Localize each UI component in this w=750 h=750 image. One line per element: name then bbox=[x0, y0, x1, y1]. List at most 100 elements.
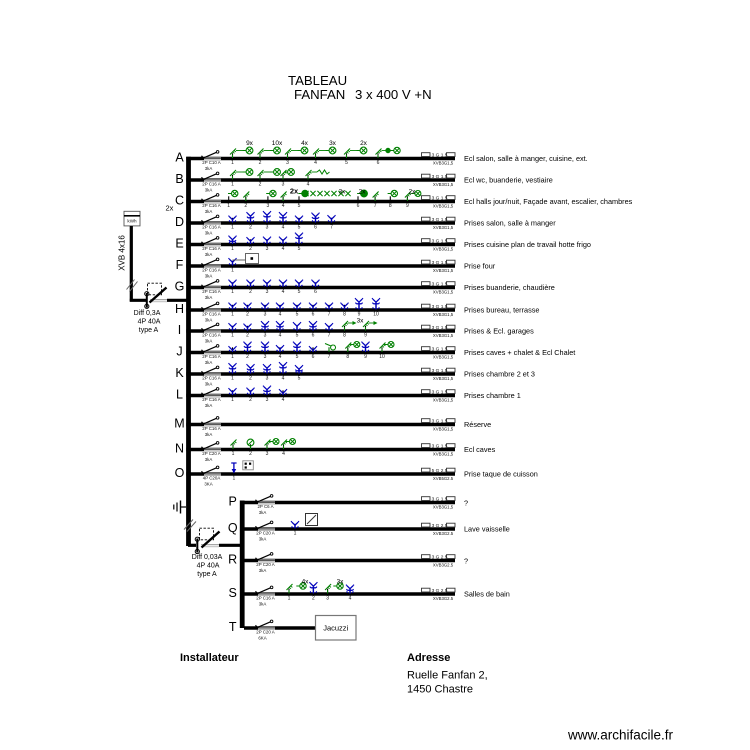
svg-text:3 G 2,5: 3 G 2,5 bbox=[432, 588, 448, 594]
svg-text:D: D bbox=[175, 215, 184, 229]
svg-text:3 G 1,5: 3 G 1,5 bbox=[432, 444, 448, 450]
svg-text:Jacuzzi: Jacuzzi bbox=[323, 624, 348, 633]
svg-text:XVB3G1,5: XVB3G1,5 bbox=[433, 182, 454, 187]
svg-text:3 G 2,5: 3 G 2,5 bbox=[432, 555, 448, 561]
svg-text:3x: 3x bbox=[337, 579, 345, 586]
svg-text:Réserve: Réserve bbox=[464, 420, 491, 429]
svg-text:2P C16 A: 2P C16 A bbox=[202, 224, 221, 229]
svg-text:3kA: 3kA bbox=[205, 360, 213, 365]
svg-text:2x: 2x bbox=[359, 189, 367, 196]
svg-text:Installateur: Installateur bbox=[180, 652, 239, 664]
svg-text:Prises & Ecl. garages: Prises & Ecl. garages bbox=[464, 327, 534, 336]
svg-text:I: I bbox=[178, 323, 181, 337]
svg-text:3x: 3x bbox=[339, 189, 347, 196]
svg-text:XVB3G2.5: XVB3G2.5 bbox=[433, 531, 454, 536]
svg-text:Ruelle Fanfan 2,: Ruelle Fanfan 2, bbox=[407, 670, 488, 682]
svg-text:XVB3G1,5: XVB3G1,5 bbox=[433, 376, 454, 381]
svg-text:3kA: 3kA bbox=[205, 188, 213, 193]
svg-text:3kA: 3kA bbox=[205, 318, 213, 323]
svg-text:2x: 2x bbox=[166, 203, 174, 212]
svg-text:www.archifacile.fr: www.archifacile.fr bbox=[567, 728, 674, 743]
svg-text:3kA: 3kA bbox=[259, 510, 267, 515]
svg-text:6KA: 6KA bbox=[258, 636, 266, 641]
svg-text:3kA: 3kA bbox=[205, 209, 213, 214]
svg-text:3 x 400 V +N: 3 x 400 V +N bbox=[355, 87, 432, 102]
svg-text:3kA: 3kA bbox=[205, 274, 213, 279]
svg-text:2x: 2x bbox=[409, 189, 417, 196]
svg-text:3KA: 3KA bbox=[204, 482, 212, 487]
svg-text:3kA: 3kA bbox=[205, 382, 213, 387]
svg-text:3kA: 3kA bbox=[205, 403, 213, 408]
svg-text:?: ? bbox=[464, 499, 468, 508]
svg-text:3kA: 3kA bbox=[205, 231, 213, 236]
svg-text:3 G 1,5: 3 G 1,5 bbox=[432, 174, 448, 180]
svg-text:2P C16 A: 2P C16 A bbox=[202, 375, 221, 380]
svg-text:3 G 1,5: 3 G 1,5 bbox=[432, 419, 448, 425]
svg-text:G: G bbox=[175, 280, 185, 294]
svg-text:2P C16 A: 2P C16 A bbox=[202, 426, 221, 431]
svg-text:Prises cuisine plan de travail: Prises cuisine plan de travail hotte fri… bbox=[464, 240, 591, 249]
svg-text:2P C16 A: 2P C16 A bbox=[202, 203, 221, 208]
svg-text:XVB3G1,5: XVB3G1,5 bbox=[433, 398, 454, 403]
svg-text:2P C6 A: 2P C6 A bbox=[257, 504, 273, 509]
svg-text:3 G 1,5: 3 G 1,5 bbox=[432, 217, 448, 223]
svg-text:XVB3G1,5: XVB3G1,5 bbox=[433, 290, 454, 295]
svg-text:3 G 1,5: 3 G 1,5 bbox=[432, 239, 448, 245]
svg-text:Prises salon, salle à manger: Prises salon, salle à manger bbox=[464, 219, 556, 228]
svg-text:3x: 3x bbox=[329, 140, 337, 147]
svg-text:3kA: 3kA bbox=[205, 295, 213, 300]
svg-text:XVB3G2.5: XVB3G2.5 bbox=[433, 596, 454, 601]
svg-text:3kA: 3kA bbox=[259, 537, 267, 542]
svg-text:Prises caves + chalet & Ecl Ch: Prises caves + chalet & Ecl Chalet bbox=[464, 348, 575, 357]
svg-text:3 G 1,5: 3 G 1,5 bbox=[432, 390, 448, 396]
svg-text:E: E bbox=[175, 237, 183, 251]
svg-text:XVB3G1,5: XVB3G1,5 bbox=[433, 312, 454, 317]
svg-text:K: K bbox=[175, 366, 184, 380]
svg-text:O: O bbox=[175, 466, 185, 480]
svg-text:XVB3G1,5: XVB3G1,5 bbox=[433, 427, 454, 432]
svg-text:Prises chambre 1: Prises chambre 1 bbox=[464, 391, 521, 400]
svg-text:Prise taque de cuisson: Prise taque de cuisson bbox=[464, 470, 538, 479]
svg-text:J: J bbox=[176, 345, 182, 359]
svg-text:4x: 4x bbox=[302, 579, 310, 586]
svg-text:N: N bbox=[175, 442, 184, 456]
svg-text:2P C16 A: 2P C16 A bbox=[202, 181, 221, 186]
svg-text:XVB3G1,5: XVB3G1,5 bbox=[433, 247, 454, 252]
svg-text:3kA: 3kA bbox=[205, 432, 213, 437]
svg-text:3 G 1,5: 3 G 1,5 bbox=[432, 325, 448, 331]
svg-text:10x: 10x bbox=[272, 140, 283, 147]
svg-text:2P C16 A: 2P C16 A bbox=[202, 354, 221, 359]
svg-text:P: P bbox=[229, 495, 237, 509]
svg-text:B: B bbox=[175, 172, 183, 186]
svg-text:XVB5G2.5: XVB5G2.5 bbox=[433, 476, 454, 481]
svg-text:Lave vaisselle: Lave vaisselle bbox=[464, 525, 510, 534]
svg-text:3 G 1,5: 3 G 1,5 bbox=[432, 497, 448, 503]
svg-text:L: L bbox=[176, 388, 183, 402]
svg-text:TABLEAU: TABLEAU bbox=[288, 73, 347, 88]
svg-text:Adresse: Adresse bbox=[407, 652, 450, 664]
svg-text:Prises buanderie, chaudière: Prises buanderie, chaudière bbox=[464, 283, 555, 292]
svg-text:1: 1 bbox=[231, 268, 234, 274]
svg-text:Salles de bain: Salles de bain bbox=[464, 590, 510, 599]
svg-text:Prises chambre 2 et 3: Prises chambre 2 et 3 bbox=[464, 370, 535, 379]
svg-text:2x: 2x bbox=[360, 140, 368, 147]
svg-text:2P C16 A: 2P C16 A bbox=[202, 311, 221, 316]
svg-text:2P C16 A: 2P C16 A bbox=[202, 246, 221, 251]
svg-text:2P C20 A: 2P C20 A bbox=[256, 530, 275, 535]
svg-text:3kA: 3kA bbox=[205, 457, 213, 462]
svg-text:FANFAN: FANFAN bbox=[294, 87, 345, 102]
svg-text:C: C bbox=[175, 194, 184, 208]
svg-text:?: ? bbox=[464, 557, 468, 566]
svg-text:4P 40A: 4P 40A bbox=[197, 563, 220, 570]
svg-text:2P C16 A: 2P C16 A bbox=[256, 595, 275, 600]
svg-text:3 G 1,5: 3 G 1,5 bbox=[432, 282, 448, 288]
svg-text:3kA: 3kA bbox=[205, 339, 213, 344]
